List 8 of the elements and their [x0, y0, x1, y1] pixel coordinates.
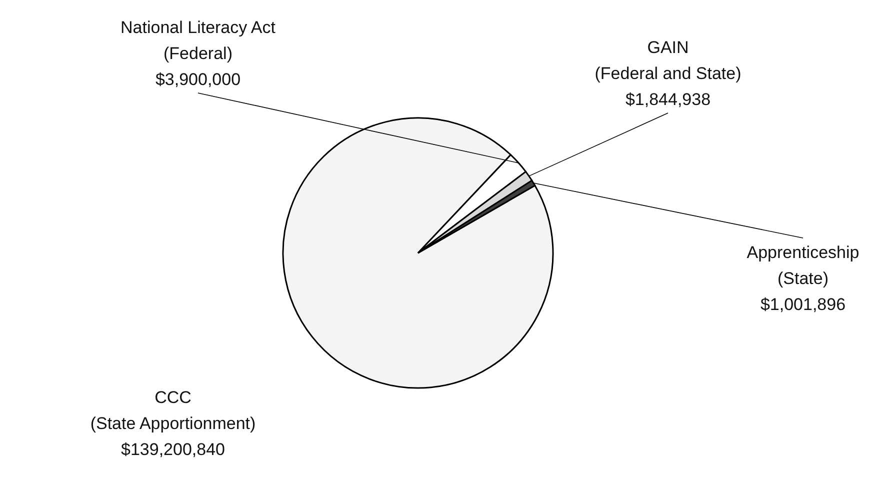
slice-label: National Literacy Act (Federal) [120, 18, 276, 63]
slice-label: GAIN (Federal and State) [594, 38, 742, 83]
slice-label: CCC (State Apportionment) [90, 388, 256, 433]
data-label: $139,200,840 [121, 440, 225, 459]
slice-label: Apprenticeship (State) [746, 243, 860, 288]
data-label: $1,001,896 [760, 295, 846, 314]
data-label: $3,900,000 [155, 70, 241, 89]
data-label: $1,844,938 [625, 90, 711, 109]
